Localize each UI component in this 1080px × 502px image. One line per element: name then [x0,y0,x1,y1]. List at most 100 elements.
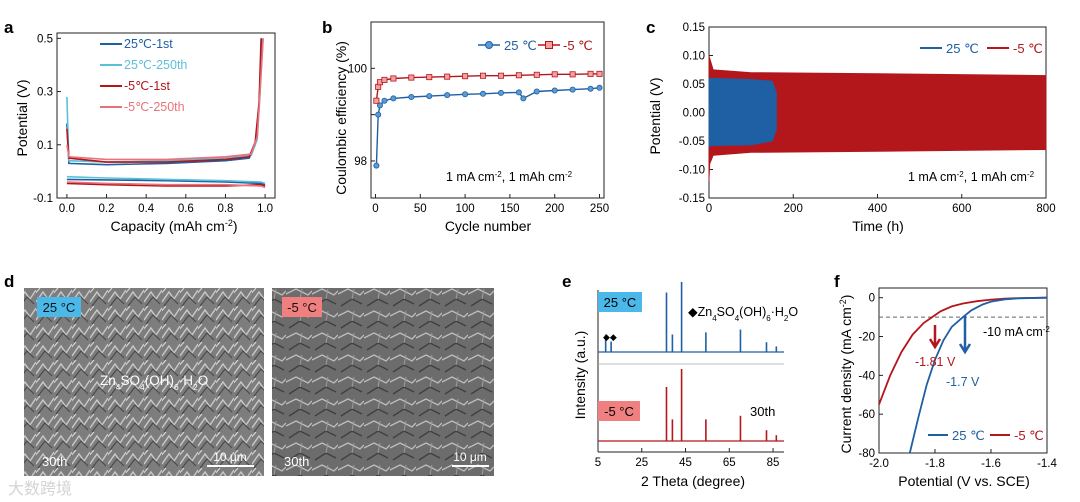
series-25℃-1st-discharge [66,178,266,186]
data-point-m5c [390,75,397,82]
panel-f-ytick-label: -20 [858,332,875,344]
panel-e-axes: 5 25 45 65 85 [595,290,784,469]
panel-f-ytick-label: -60 [858,409,875,421]
data-point-25c [587,85,594,92]
data-point-m5c [533,71,540,78]
panel-b-axes: 0 50 100 150 200 250 98 100 [348,21,609,215]
panel-b-xtick-label: 200 [545,203,564,215]
scale-bar-label-right: 10 μm [453,450,487,464]
data-point-25c [480,90,487,97]
panel-a-ytick-label: 0.3 [37,87,53,99]
data-point-m5c [462,73,469,80]
panel-b-ytick-label: 100 [348,63,367,75]
legend-label-25c: 25 ℃ [952,428,985,443]
panel-c-ylabel: Potential (V) [647,77,663,154]
data-point-25c [375,111,382,118]
sem-cycle-right: 30th [284,454,309,469]
series-25 ℃-band [708,77,777,148]
panel-b-xlabel: Cycle number [445,218,532,234]
panel-e-xtick-label: 25 [635,457,648,469]
series--5℃-250th-charge [66,38,264,161]
legend-label-m5c: -5 ℃ [1014,428,1044,443]
panel-b-legend: 25 ℃ -5 ℃ [478,38,593,53]
panel-c-ytick-label: -0.10 [679,165,705,177]
panel-c-xtick-label: 400 [868,203,887,215]
panel-f-ylabel: Current density (mA cm-2) [838,295,854,454]
panel-e: e 5 25 45 65 85 25 °C -5 °C ◆◆ ◆Zn4SO4(OH)6·… [562,272,798,489]
panel-f-legend: 25 ℃ -5 ℃ [928,428,1044,443]
series-25 ℃-lsv [908,296,1048,454]
data-point-25c [373,162,380,169]
data-point-m5c [444,73,451,80]
data-point-25c [533,88,540,95]
panel-c: c 0 200 400 600 800 -0.15 -0.10 -0.05 0.00 0.05 0.… [646,18,1056,234]
xrd-badge-m5c: -5 °C [604,404,634,419]
panel-letter-a: a [4,18,14,37]
legend-label-m5c-1st: -5℃-1st [124,79,171,93]
data-point-m5c [515,72,522,79]
panel-c-ytick-label: 0.05 [683,79,705,91]
sem-phase-label: Zn4SO4(OH)6·H2O [100,373,208,392]
panel-a-ytick-label: 0.5 [37,33,53,45]
sem-image-m5c [272,288,494,476]
legend-label-25c: 25 ℃ [504,38,537,53]
panel-letter-d: d [4,272,14,291]
panel-letter-b: b [322,18,332,37]
panel-letter-f: f [834,272,840,291]
panel-e-xtick-label: 5 [595,457,601,469]
panel-f-xtick-label: -1.4 [1037,458,1057,470]
scale-bar-label-left: 10 μm [213,450,247,464]
data-point-25c [569,86,576,93]
legend-label-m5c: -5 ℃ [1013,41,1043,56]
legend-marker-25c [485,41,493,49]
panel-c-xlabel: Time (h) [852,218,904,234]
panel-d: d 25 °C -5 °C Zn4SO4(OH)6·H2O 30th 30th … [4,272,494,476]
panel-c-xtick-label: 200 [784,203,803,215]
xrd-phase-markers: ◆◆ [603,332,617,342]
annotation-blue-potential: -1.7 V [946,375,980,389]
sem-image-25c [24,288,264,476]
panel-c-legend: 25 ℃ -5 ℃ [920,41,1043,56]
panel-f-ytick-label: -80 [858,448,875,460]
panel-f-frame [878,287,1048,454]
panel-b-series [373,70,603,169]
panel-a-xtick-label: 0.0 [59,203,75,215]
data-point-25c [462,91,469,98]
series--5 ℃-band [708,55,1047,181]
legend-marker-m5c [545,41,553,49]
panel-b-xtick-label: 100 [456,203,475,215]
sem-badge-m5c: -5 °C [287,300,317,315]
data-point-25c [515,89,522,96]
panel-e-ylabel: Intensity (a.u.) [572,331,588,420]
panel-f-ytick-label: -40 [858,370,875,382]
data-point-25c [497,89,504,96]
sem-badge-25c-bg [37,297,81,317]
panel-a-legend: 25℃-1st 25℃-250th -5℃-1st -5℃-250th [100,37,187,114]
data-point-25c [381,97,388,104]
panel-a-series [66,38,266,189]
data-point-25c [390,95,397,102]
panel-b-frame [370,21,605,199]
panel-letter-c: c [646,18,655,37]
panel-c-ytick-label: 0.00 [683,108,705,120]
legend-label-m5c-250th: -5℃-250th [124,100,185,114]
xrd-badge-m5c-bg [598,401,640,421]
panel-a-xtick-label: 0.4 [138,203,155,215]
panel-b-ytick-label: 98 [354,156,367,168]
sem-cycle-left: 30th [42,454,67,469]
xrd-badge-25c: 25 °C [604,295,637,310]
legend-label-25c: 25 ℃ [946,41,979,56]
panel-a-axes: 0.0 0.2 0.4 0.6 0.8 1.0 -0.1 0.1 0.3 0.5 [33,32,276,215]
panel-c-xtick-label: 600 [952,203,971,215]
data-point-m5c [408,74,415,81]
legend-label-m5c: -5 ℃ [563,38,593,53]
panel-a-ytick-label: -0.1 [33,193,53,205]
arrow-icon-red [928,325,942,350]
data-point-25c [376,102,383,109]
panel-c-ytick-label: 0.10 [683,51,705,63]
data-point-m5c [596,70,603,77]
legend-label-25c-250th: 25℃-250th [124,58,187,72]
series-25℃-250th-discharge [66,175,266,185]
panel-e-xtick-label: 65 [723,457,736,469]
